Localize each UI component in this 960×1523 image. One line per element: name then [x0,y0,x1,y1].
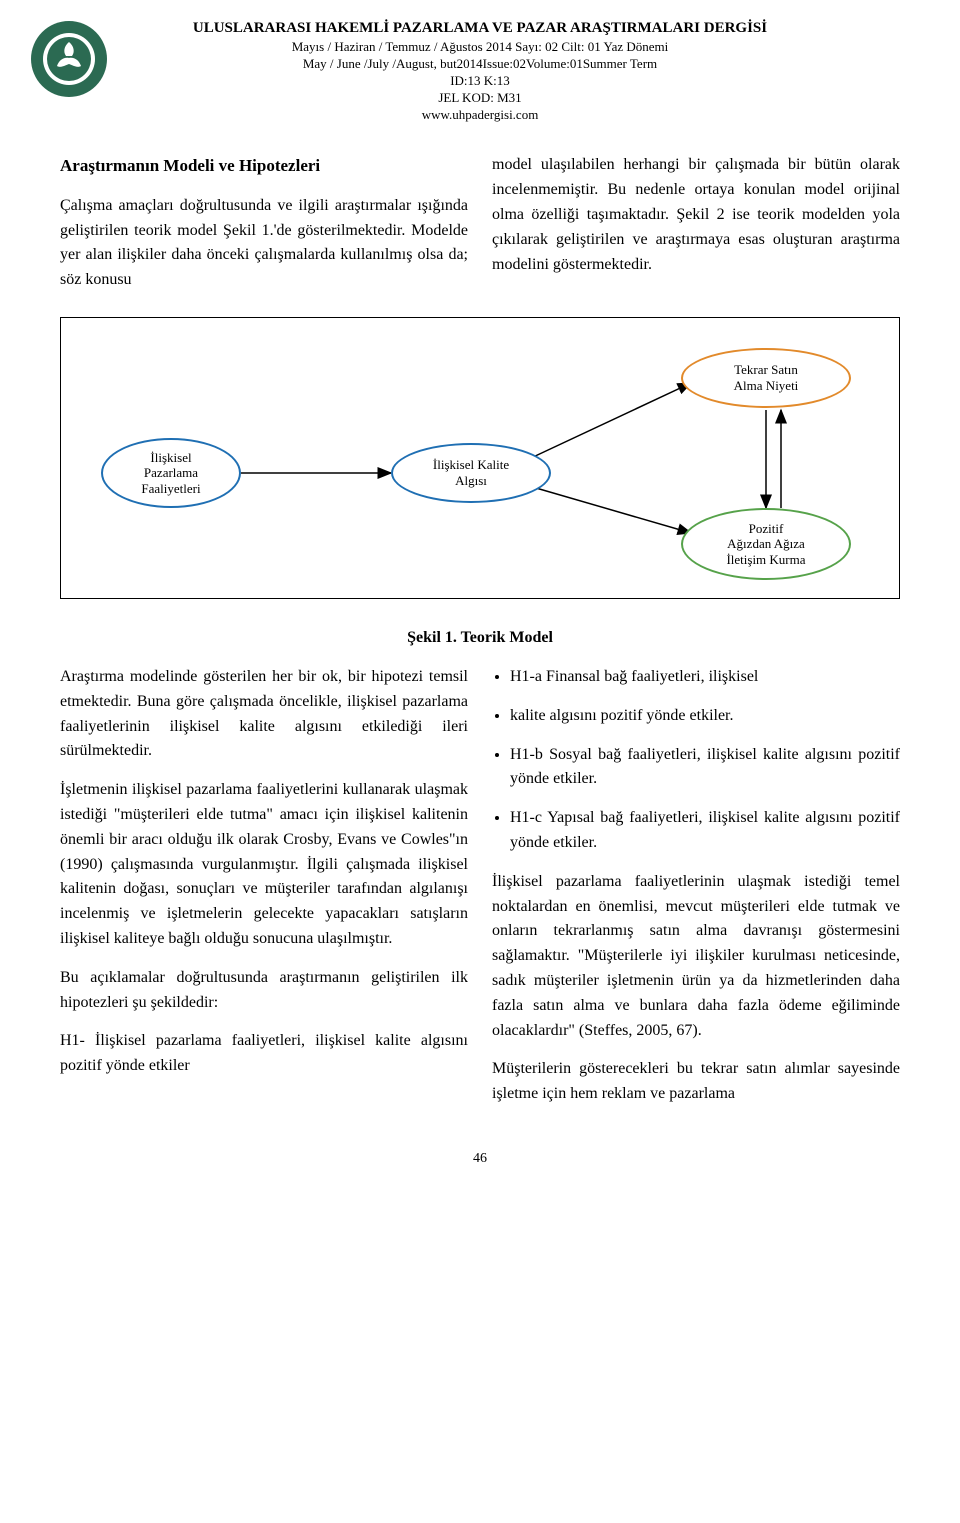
node-label: Tekrar SatınAlma Niyeti [734,362,799,393]
list-item: H1-a Finansal bağ faaliyetleri, ilişkise… [510,665,900,690]
journal-subline-3: ID:13 K:13 [60,73,900,90]
hypothesis-list: H1-a Finansal bağ faaliyetleri, ilişkise… [492,665,900,856]
bottom-right-column: H1-a Finansal bağ faaliyetleri, ilişkise… [492,665,900,1121]
page-root: ULUSLARARASI HAKEMLİ PAZARLAMA VE PAZAR … [0,0,960,1221]
journal-subline-1: Mayıs / Haziran / Temmuz / Ağustos 2014 … [60,39,900,56]
node-tekrar-satin: Tekrar SatınAlma Niyeti [681,348,851,408]
page-number: 46 [60,1151,900,1167]
br-p1: İlişkisel pazarlama faaliyetlerinin ulaş… [492,870,900,1044]
journal-title: ULUSLARARASI HAKEMLİ PAZARLAMA VE PAZAR … [60,20,900,37]
figure-caption: Şekil 1. Teorik Model [60,629,900,647]
list-item: H1-c Yapısal bağ faaliyetleri, ilişkisel… [510,806,900,856]
top-right-p1: model ulaşılabilen herhangi bir çalışmad… [492,153,900,277]
logo-icon [30,20,108,98]
list-item: kalite algısını pozitif yönde etkiler. [510,704,900,729]
bottom-left-column: Araştırma modelinde gösterilen her bir o… [60,665,468,1121]
top-left-column: Araştırmanın Modeli ve Hipotezleri Çalış… [60,153,468,307]
top-right-column: model ulaşılabilen herhangi bir çalışmad… [492,153,900,307]
node-iliskisel-pazarlama: İlişkiselPazarlamaFaaliyetleri [101,438,241,508]
node-iliskisel-kalite: İlişkisel KaliteAlgısı [391,443,551,503]
node-label: İlişkiselPazarlamaFaaliyetleri [141,450,200,497]
bottom-text-columns: Araştırma modelinde gösterilen her bir o… [60,665,900,1121]
journal-subline-5: www.uhpadergisi.com [60,107,900,124]
bl-p3: Bu açıklamalar doğrultusunda araştırmanı… [60,966,468,1016]
journal-subline-4: JEL KOD: M31 [60,90,900,107]
top-left-p1: Çalışma amaçları doğrultusunda ve ilgili… [60,194,468,293]
top-text-columns: Araştırmanın Modeli ve Hipotezleri Çalış… [60,153,900,307]
journal-header: ULUSLARARASI HAKEMLİ PAZARLAMA VE PAZAR … [60,20,900,123]
journal-subline-2: May / June /July /August, but2014Issue:0… [60,56,900,73]
journal-logo [30,20,108,103]
list-item: H1-b Sosyal bağ faaliyetleri, ilişkisel … [510,743,900,793]
section-heading: Araştırmanın Modeli ve Hipotezleri [60,153,468,179]
bl-p1: Araştırma modelinde gösterilen her bir o… [60,665,468,764]
node-label: İlişkisel KaliteAlgısı [433,457,509,488]
bl-p2: İşletmenin ilişkisel pazarlama faaliyetl… [60,778,468,952]
model-diagram: İlişkiselPazarlamaFaaliyetleri İlişkisel… [60,317,900,599]
bl-p4: H1- İlişkisel pazarlama faaliyetleri, il… [60,1029,468,1079]
node-pozitif-agizdan: PozitifAğızdan Ağızaİletişim Kurma [681,508,851,580]
br-p2: Müşterilerin gösterecekleri bu tekrar sa… [492,1057,900,1107]
node-label: PozitifAğızdan Ağızaİletişim Kurma [726,521,805,568]
